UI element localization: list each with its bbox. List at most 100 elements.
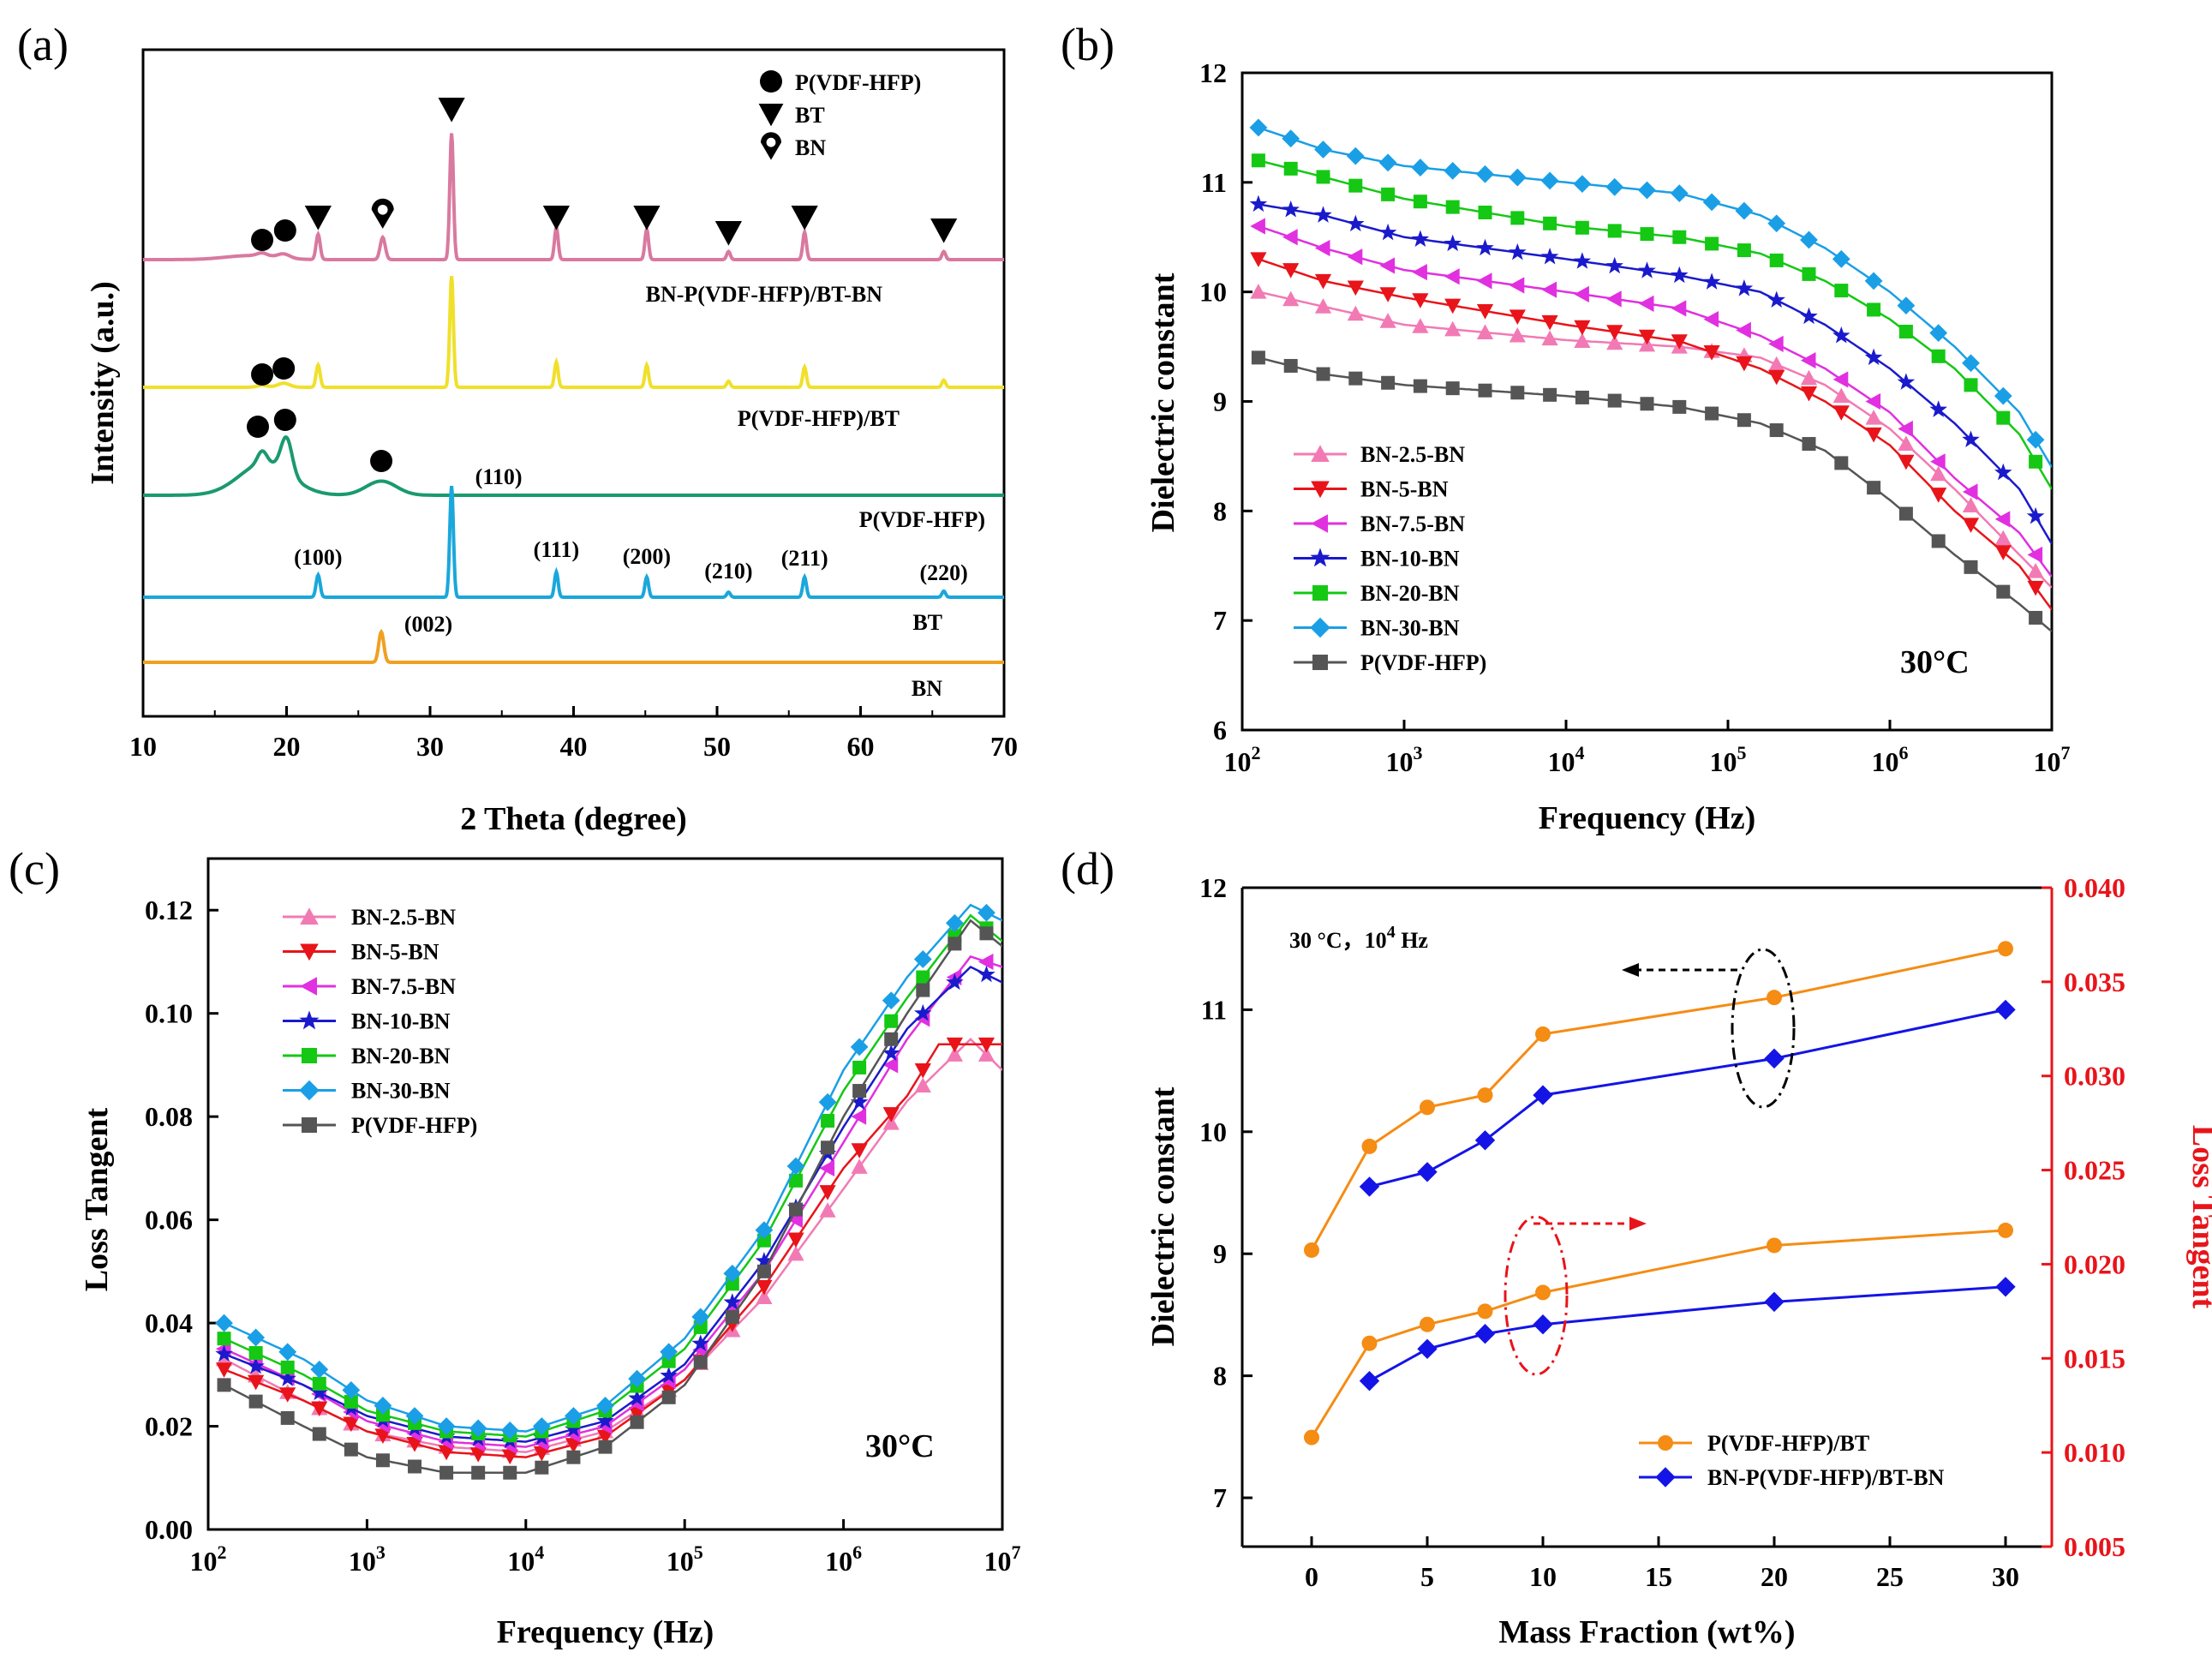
series-marker — [280, 1360, 295, 1374]
panel-label-d: (d) — [1061, 843, 1115, 895]
series-marker — [1832, 249, 1850, 268]
series-marker — [1931, 349, 1946, 363]
plot-frame — [141, 48, 1006, 718]
series-marker — [1995, 1277, 2016, 1297]
legend-marker — [1312, 585, 1328, 601]
series-marker — [1348, 371, 1363, 386]
legend-label: P(VDF-HFP) — [351, 1113, 477, 1138]
series-group — [1249, 118, 2052, 468]
series-marker — [1314, 273, 1332, 290]
series-marker — [1509, 242, 1527, 260]
legend-marker — [300, 977, 317, 996]
x-tick-label: 0 — [1305, 1561, 1318, 1592]
series-marker — [535, 1460, 549, 1475]
x-axis-title: Frequency (Hz) — [1539, 800, 1756, 836]
y-tick-label: 10 — [1199, 277, 1227, 308]
series-marker — [1509, 277, 1525, 294]
series-marker — [977, 1037, 995, 1053]
series-marker — [1638, 295, 1654, 312]
series-marker — [374, 1428, 392, 1444]
left-arrow-head — [1622, 963, 1639, 977]
temperature-annotation: 30°C — [865, 1428, 935, 1464]
hkl-label: (100) — [294, 545, 342, 570]
x-tick-label: 107 — [984, 1541, 1021, 1577]
series-marker — [312, 1376, 326, 1391]
series-marker — [278, 1343, 297, 1362]
series-marker — [1283, 358, 1298, 373]
loss-tangent-panel: 0.00 0.02 0.04 0.06 0.08 0.10 0.12 102 103 104 105… — [79, 857, 1021, 1650]
series-marker — [946, 1046, 963, 1062]
series-marker — [1533, 1314, 1553, 1335]
series-marker — [1735, 279, 1754, 296]
y-right-tick-label: 0.025 — [2064, 1155, 2125, 1186]
series-marker — [1800, 307, 1818, 325]
legend-marker — [300, 907, 319, 925]
series-marker — [755, 1252, 774, 1269]
xrd-series-label: P(VDF-HFP)/BT — [738, 406, 900, 431]
series-marker — [1378, 153, 1397, 172]
xrd-panel: 10 20 30 40 50 60 70 2 Theta (degree) Intensity … — [85, 48, 1018, 837]
y-tick-label: 0.02 — [145, 1411, 193, 1442]
series-marker — [948, 937, 962, 951]
series-marker — [1348, 178, 1363, 193]
series-marker — [1736, 321, 1751, 339]
series-marker — [1867, 302, 1881, 317]
series-marker — [1420, 1316, 1435, 1332]
series-marker — [693, 1355, 708, 1369]
series-marker — [1994, 530, 2012, 546]
series-marker — [1476, 165, 1494, 183]
series-marker — [913, 950, 932, 968]
series-marker — [1347, 248, 1363, 266]
series-marker — [1510, 211, 1525, 225]
series-marker — [1606, 290, 1622, 308]
series-marker — [217, 1332, 231, 1346]
series-marker — [1800, 351, 1816, 369]
series-marker — [1607, 224, 1622, 238]
series-marker — [437, 1417, 456, 1435]
series-marker — [406, 1437, 423, 1452]
series-marker — [1361, 1138, 1378, 1154]
x-tick-label: 104 — [1548, 742, 1585, 777]
y-right-tick-label: 0.040 — [2064, 872, 2125, 903]
series-marker — [693, 1320, 708, 1334]
series-marker — [278, 1369, 296, 1386]
circle-marker — [251, 363, 274, 386]
series-marker — [1962, 497, 1980, 512]
x-tick-label: 20 — [273, 731, 301, 762]
legend: P(VDF-HFP)/BT BN-P(VDF-HFP)/BT-BN — [1639, 1431, 1945, 1490]
series-marker — [1251, 350, 1265, 365]
series-marker — [1510, 386, 1525, 400]
series-marker — [2026, 430, 2045, 449]
series-marker — [1381, 375, 1396, 390]
series-marker — [1867, 481, 1881, 495]
series-marker — [1347, 305, 1364, 321]
y-axis-title: Dielectric constant — [1145, 1086, 1181, 1346]
series-line — [1310, 947, 2006, 1251]
triangle-marker — [304, 206, 332, 230]
series-marker — [1605, 256, 1623, 274]
x-tick-label: 60 — [847, 731, 875, 762]
legend-marker — [1311, 445, 1330, 462]
series-group — [215, 903, 1002, 1440]
series-marker — [1316, 367, 1330, 381]
series-marker — [311, 1401, 328, 1417]
panel-label-a: (a) — [17, 19, 69, 70]
series-marker — [788, 1173, 803, 1188]
series-marker — [1478, 205, 1492, 219]
series-line — [1368, 1285, 2006, 1383]
series-marker — [1413, 379, 1427, 393]
series-marker — [1359, 1176, 1380, 1197]
legend-label: BN-7.5-BN — [351, 974, 456, 999]
legend: BN-2.5-BN BN-5-BN BN-7.5-BN BN-10-BN BN-20-B… — [1294, 442, 1486, 675]
series-marker — [1994, 386, 2012, 405]
series-marker — [1670, 184, 1689, 203]
series-marker — [215, 1344, 233, 1362]
series-marker — [1832, 405, 1850, 421]
series-marker — [1573, 252, 1592, 269]
xrd-series-label: BT — [912, 610, 942, 635]
series-marker — [1671, 266, 1689, 284]
circle-marker — [247, 416, 269, 438]
series-marker — [533, 1446, 550, 1462]
series-marker — [1671, 334, 1688, 350]
x-tick-label: 20 — [1761, 1561, 1788, 1592]
